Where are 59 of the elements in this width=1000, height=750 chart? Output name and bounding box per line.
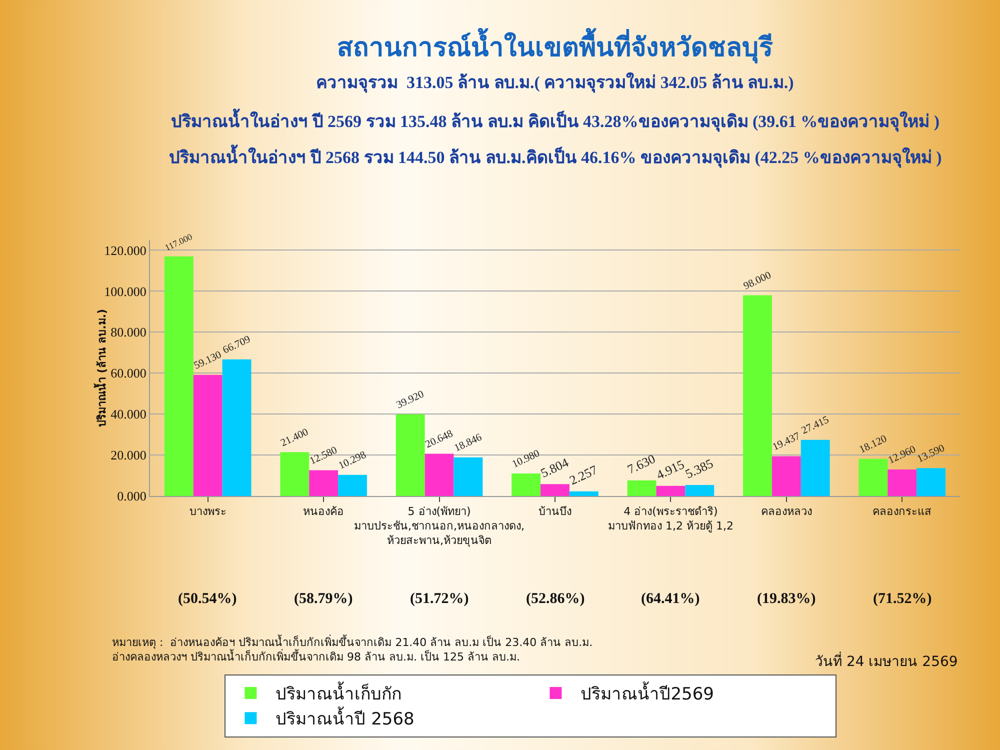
y-tick-label: 0.000	[117, 488, 146, 504]
x-tick-label: คลองกระแส	[872, 505, 932, 518]
bar	[858, 458, 888, 496]
x-tick-label: บ้านบึง	[538, 505, 572, 518]
bar	[309, 470, 338, 496]
data-label: 18.120	[858, 434, 889, 456]
text: (52.86%)	[526, 591, 585, 607]
y-axis-title: ปริมาณน้ำ (ล้าน ลบ.ม.)	[94, 308, 109, 428]
chart-title: สถานการณ์น้ำในเขตพื้นที่จังหวัดชลบุรี	[337, 27, 773, 64]
bar	[396, 414, 425, 496]
bar	[424, 454, 454, 496]
x-tick-label: คลองหลวง	[760, 505, 812, 518]
bar	[656, 486, 686, 496]
bar	[800, 440, 830, 496]
bar	[772, 456, 801, 496]
legend-label: ปริมาณน้ำเก็บกัก	[276, 682, 402, 705]
bar	[338, 474, 367, 496]
text: (64.41%)	[641, 591, 700, 607]
text: วันที่ 24 เมษายน 2569	[815, 652, 958, 670]
bar	[685, 484, 714, 496]
bar	[743, 295, 772, 496]
bar	[193, 374, 222, 496]
text: (71.52%)	[873, 591, 932, 607]
data-label: 39.920	[394, 389, 426, 412]
data-label: 12.580	[308, 445, 340, 468]
bar	[569, 491, 598, 496]
y-tick-label: 80.000	[110, 324, 146, 340]
data-label: 59.130	[192, 350, 224, 372]
text: (50.54%)	[178, 591, 237, 607]
y-tick-label: 40.000	[110, 406, 146, 422]
data-label: 66.709	[221, 334, 252, 356]
x-tick-label: 5 อ่าง(พัทยา) มาบประชัน,ชากนอก,หนองกลางดง, ห้วยสะพาน,ห้วยขุนจิต	[354, 505, 525, 547]
y-tick-label: 120.000	[104, 242, 146, 258]
text: (51.72%)	[410, 591, 469, 607]
x-tick-label: บางพระ	[189, 505, 226, 518]
legend-label: ปริมาณน้ำปี2569	[580, 682, 714, 705]
text: (19.83%)	[757, 591, 816, 607]
y-tick-label: 20.000	[110, 448, 146, 463]
x-tick-label: หนองค้อ	[303, 505, 344, 518]
bar	[540, 484, 570, 496]
data-label: 10.298	[337, 450, 368, 472]
bar	[280, 452, 310, 496]
bar	[454, 457, 483, 496]
bar	[627, 480, 656, 496]
y-tick-label: 100.000	[104, 284, 146, 299]
bar	[164, 256, 194, 496]
bar	[888, 469, 917, 496]
text: (58.79%)	[294, 591, 353, 607]
data-label: 12.960	[886, 444, 918, 466]
legend-label: ปริมาณน้ำปี 2568	[276, 706, 414, 730]
x-tick-label: 4 อ่าง(พระราชดำริ) มาบฟักทอง 1,2 ห้วยตู้ 1,2	[608, 505, 734, 532]
text: หมายเหตุ : อ่างหนองค้อฯ ปริมาณน้ำเก็บกักเพิ่มขึ้นจากเดิม 21.40 ล้าน ลบ.ม เป็น 23.40 ล้าน ลบ.ม. อ่างคลองหลวงฯ ปริมาณน้ำเก็บกักเพิ่มขึ้นจากเดิม 98 ล้าน ลบ.ม. เป็น 125 ล้าน ลบ.ม.	[112, 634, 593, 664]
chart-subtitle: ความจุรวม 313.05 ล้าน ลบ.ม.( ความจุรวมใหม่ 342.05 ล้าน ลบ.ม.) ปริมาณน้ำในอ่างฯ ปี 2569 รวม 135.48 ล้าน ลบ.ม คิดเป็น 43.28%ของความจุเดิม (39.61 %ของความจุใหม่ ) ปริมาณน้ำในอ่างฯ ปี 2568 รวม 144.50 ล้าน ลบ.ม.คิดเป็น 46.16% ของความจุเดิม (42.25 %ของความจุใหม่ )	[169, 72, 942, 168]
y-tick-label: 60.000	[110, 366, 146, 381]
bar	[222, 359, 252, 496]
bar	[512, 474, 541, 496]
data-label: 98.000	[742, 270, 773, 292]
data-label: 13.590	[916, 442, 947, 466]
bar	[916, 468, 946, 496]
